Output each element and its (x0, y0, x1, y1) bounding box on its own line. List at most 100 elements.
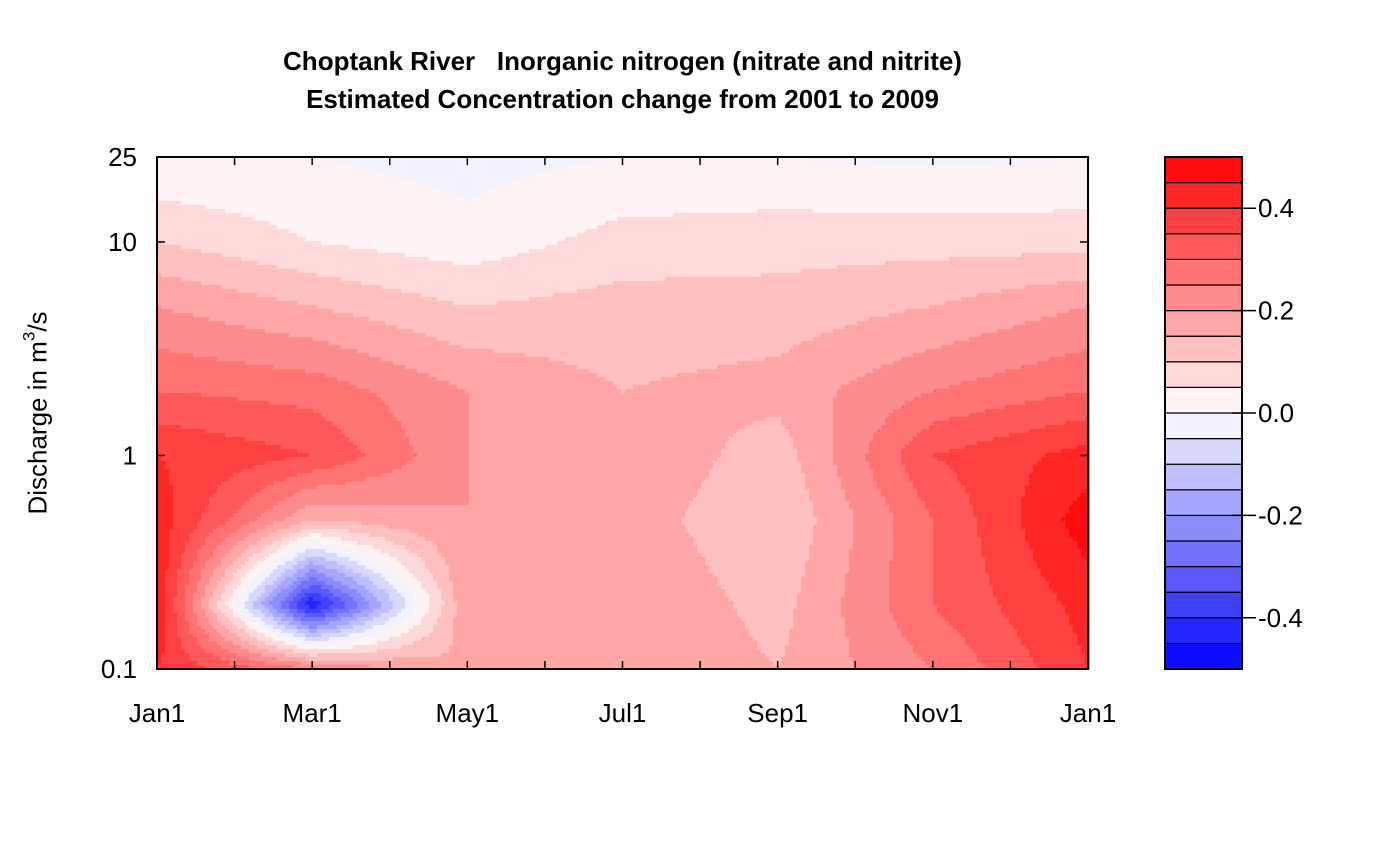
contour-cell (1053, 185, 1058, 190)
contour-cell (1053, 189, 1058, 194)
contour-cell (781, 217, 786, 222)
contour-cell (1033, 193, 1038, 198)
contour-cell (741, 189, 746, 194)
contour-cell (317, 177, 322, 182)
contour-cell (641, 209, 646, 214)
contour-cell (869, 229, 874, 234)
contour-cell (193, 217, 198, 222)
contour-cell (245, 181, 250, 186)
contour-cell (325, 197, 330, 202)
contour-cell (789, 209, 794, 214)
contour-cell (397, 237, 402, 242)
contour-cell (377, 225, 382, 230)
contour-cell (729, 209, 734, 214)
contour-cell (389, 229, 394, 234)
contour-cell (617, 237, 622, 242)
contour-cell (865, 197, 870, 202)
contour-cell (617, 161, 622, 166)
contour-cell (929, 177, 934, 182)
contour-cell (1013, 225, 1018, 230)
contour-cell (845, 177, 850, 182)
contour-cell (397, 213, 402, 218)
contour-cell (565, 201, 570, 206)
contour-cell (949, 161, 954, 166)
contour-cell (1017, 221, 1022, 226)
contour-cell (193, 161, 198, 166)
contour-cell (753, 213, 758, 218)
contour-cell (357, 197, 362, 202)
contour-cell (753, 181, 758, 186)
contour-cell (793, 193, 798, 198)
contour-cell (833, 205, 838, 210)
contour-cell (213, 205, 218, 210)
contour-cell (493, 173, 498, 178)
contour-cell (473, 205, 478, 210)
contour-cell (1081, 217, 1086, 222)
contour-cell (501, 193, 506, 198)
contour-cell (621, 173, 626, 178)
contour-cell (401, 173, 406, 178)
contour-cell (589, 217, 594, 222)
contour-cell (545, 201, 550, 206)
contour-cell (1053, 169, 1058, 174)
contour-cell (217, 193, 222, 198)
contour-cell (449, 233, 454, 238)
contour-cell (1069, 225, 1074, 230)
contour-cell (397, 177, 402, 182)
contour-cell (601, 185, 606, 190)
contour-cell (933, 209, 938, 214)
contour-cell (1017, 165, 1022, 170)
contour-cell (793, 233, 798, 238)
contour-cell (541, 173, 546, 178)
contour-cell (521, 185, 526, 190)
contour-cell (389, 205, 394, 210)
contour-cell (665, 177, 670, 182)
contour-cell (161, 225, 166, 230)
contour-cell (733, 181, 738, 186)
contour-cell (1061, 185, 1066, 190)
contour-cell (601, 169, 606, 174)
contour-cell (553, 213, 558, 218)
contour-cell (829, 225, 834, 230)
contour-cell (441, 201, 446, 206)
contour-cell (1061, 165, 1066, 170)
contour-cell (893, 193, 898, 198)
contour-cell (537, 193, 542, 198)
contour-cell (165, 165, 170, 170)
contour-cell (181, 233, 186, 238)
contour-cell (801, 237, 806, 242)
contour-cell (581, 217, 586, 222)
contour-cell (673, 193, 678, 198)
contour-cell (765, 181, 770, 186)
contour-cell (313, 177, 318, 182)
contour-cell (1041, 221, 1046, 226)
contour-cell (921, 169, 926, 174)
contour-cell (409, 201, 414, 206)
contour-cell (561, 201, 566, 206)
contour-cell (545, 161, 550, 166)
contour-cell (841, 185, 846, 190)
contour-cell (681, 229, 686, 234)
contour-cell (885, 165, 890, 170)
contour-cell (245, 237, 250, 242)
contour-cell (697, 173, 702, 178)
contour-cell (277, 229, 282, 234)
contour-cell (413, 165, 418, 170)
contour-cell (869, 193, 874, 198)
contour-cell (361, 213, 366, 218)
contour-cell (637, 189, 642, 194)
contour-cell (281, 177, 286, 182)
contour-cell (449, 169, 454, 174)
contour-cell (533, 225, 538, 230)
contour-cell (669, 209, 674, 214)
contour-cell (649, 173, 654, 178)
contour-cell (533, 197, 538, 202)
contour-cell (285, 237, 290, 242)
contour-cell (489, 201, 494, 206)
contour-cell (917, 229, 922, 234)
contour-cell (757, 213, 762, 218)
contour-cell (857, 217, 862, 222)
contour-cell (741, 161, 746, 166)
contour-cell (1057, 161, 1062, 166)
contour-cell (981, 161, 986, 166)
